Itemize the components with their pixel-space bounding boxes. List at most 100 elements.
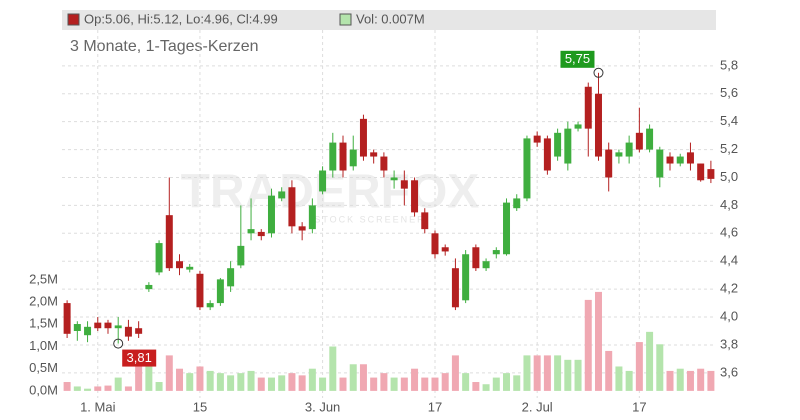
candle-body [196,273,204,308]
x-tick-label: 17 [632,399,646,414]
volume-bar [492,377,500,391]
volume-bar [707,370,715,391]
candle-body [278,191,286,199]
x-tick-label: 15 [193,399,207,414]
candle-body [135,328,143,334]
volume-bar [227,375,235,391]
y2-tick-label: 0,5M [29,360,58,375]
watermark: TRADERFOX [181,166,480,219]
candle-body [574,124,582,129]
volume-bar [176,368,184,391]
candle-body [666,156,674,164]
candle-body [124,326,132,337]
candle-body [63,303,71,334]
volume-bar [165,355,173,391]
candle-body [554,132,562,157]
volume-bar [84,388,92,391]
volume-bar [462,373,470,391]
volume-bar [308,368,316,391]
volume-bar [503,373,511,391]
volume-bar [676,368,684,391]
candle-body [462,254,470,301]
candle-body [237,245,245,266]
candle-body [707,169,715,179]
candle-body [155,243,163,273]
candle-body [635,132,643,150]
candle-body [319,170,327,192]
watermark-sub: STOCK SCREENER [314,214,425,224]
annotation-marker [113,338,124,349]
candle-body [400,180,408,189]
volume-bar [686,370,694,391]
y-tick-label: 5,4 [720,113,738,128]
volume-bar [523,355,531,391]
volume-bar [206,370,214,391]
candle-body [513,198,521,209]
volume-bar [554,355,562,391]
candle-body [176,261,184,269]
volume-bar [124,386,132,391]
candle-body [339,142,347,171]
volume-bar [349,364,357,391]
volume-bar [186,373,194,391]
candle-body [615,152,623,157]
x-tick-label: 17 [428,399,442,414]
candle-body [564,128,572,164]
candle-body [308,205,316,230]
volume-bar [543,355,551,391]
candle-body [94,322,102,329]
volume-bar [380,373,388,391]
annotation-box [122,349,157,367]
y-tick-label: 5,0 [720,169,738,184]
volume-bar [114,377,122,391]
y-tick-label: 5,2 [720,141,738,156]
candle-body [676,156,684,164]
volume-bar [63,382,71,391]
volume-bar [564,359,572,391]
volume-bar [533,355,541,391]
candle-body [411,180,419,213]
subtitle: 3 Monate, 1-Tages-Kerzen [70,38,259,55]
candle-body [288,187,296,227]
candle-body [380,156,388,171]
x-tick-label: 3. Jun [305,399,340,414]
legend-price: Op:5.06, Hi:5.12, Lo:4.96, Cl:4.99 [84,11,278,26]
volume-bar [237,373,245,391]
volume-bar [472,382,480,391]
y-tick-label: 4,0 [720,308,738,323]
candle-body [492,250,500,255]
volume-bar [666,370,674,391]
volume-bar [155,382,163,391]
y-tick-label: 4,8 [720,197,738,212]
candle-body [441,247,449,252]
legend-bar [62,10,716,30]
volume-bar [145,353,153,391]
x-tick-label: 2. Jul [522,399,553,414]
candle-body [543,138,551,171]
volume-bar [646,331,654,391]
candle-body [329,142,337,171]
volume-bar [431,377,439,391]
volume-bar [390,377,398,391]
y-tick-label: 3,6 [720,364,738,379]
candle-body [482,261,490,269]
y2-tick-label: 1,5M [29,316,58,331]
candle-body [114,325,122,329]
volume-bar [513,375,521,391]
candle-body [605,149,613,178]
volume-bar [267,377,275,391]
volume-bar [400,377,408,391]
candle-body [646,128,654,150]
candle-body [431,233,439,255]
y-tick-label: 4,6 [720,225,738,240]
y-tick-label: 3,8 [720,336,738,351]
candle-body [523,138,531,199]
y-tick-label: 5,6 [720,85,738,100]
volume-bar [605,350,613,391]
candle-body [370,152,378,157]
candle-body [503,202,511,255]
volume-bar [482,384,490,391]
volume-bar [288,373,296,391]
volume-bar [196,366,204,391]
candle-body [594,93,602,157]
